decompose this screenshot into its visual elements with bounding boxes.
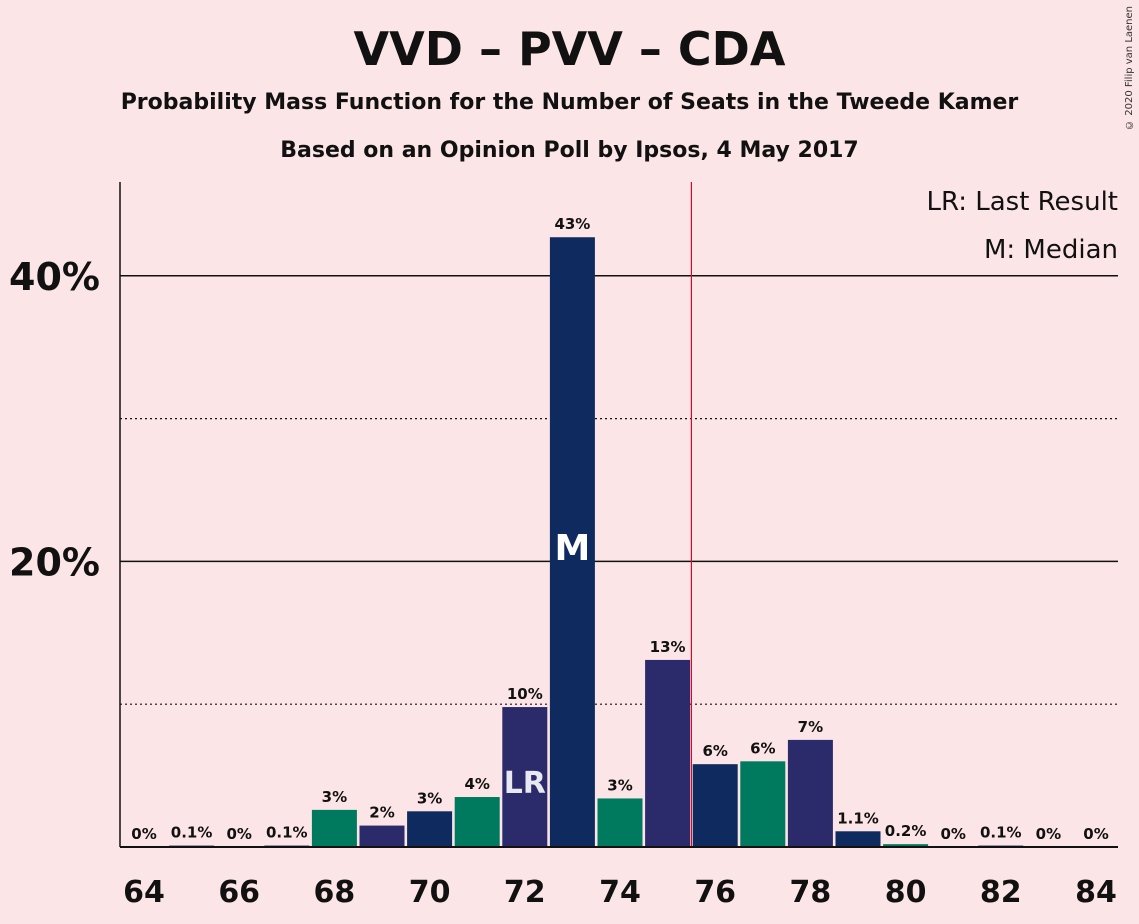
bar-seat-78 (787, 739, 833, 847)
x-tick-label: 82 (980, 875, 1022, 910)
x-tick-label: 68 (314, 875, 356, 910)
bar-seat-75 (645, 659, 691, 847)
bar-seat-79 (835, 831, 881, 847)
x-tick-label: 66 (218, 875, 260, 910)
data-label: 0.2% (885, 822, 927, 840)
legend-median: M: Median (984, 235, 1118, 265)
data-label: 0.1% (266, 824, 308, 842)
legend-last-result: LR: Last Result (926, 187, 1118, 217)
x-tick-label: 64 (123, 875, 165, 910)
data-label: 2% (369, 804, 394, 822)
data-label: 0.1% (980, 824, 1022, 842)
data-label: 4% (464, 775, 489, 793)
data-label: 0% (226, 825, 251, 843)
data-label: 7% (798, 718, 823, 736)
chart-subtitle: Probability Mass Function for the Number… (120, 90, 1019, 115)
x-tick-label: 80 (885, 875, 927, 910)
y-tick-label: 20% (9, 540, 100, 584)
median-marker: M (554, 528, 590, 569)
bar-seat-72 (502, 707, 548, 847)
bar-seat-73 (549, 237, 595, 847)
bar-seat-76 (692, 764, 738, 847)
data-label: 6% (750, 739, 775, 757)
legend-background (978, 232, 1123, 268)
bar-seat-80 (883, 844, 929, 847)
data-label: 0.1% (171, 824, 213, 842)
data-label: 6% (702, 742, 727, 760)
bar-seat-77 (740, 761, 786, 847)
last-result-marker: LR (504, 766, 546, 801)
legend-background (928, 183, 1123, 219)
bar-seat-68 (311, 809, 357, 847)
data-label: 3% (607, 776, 632, 794)
bar-seat-74 (597, 798, 643, 847)
data-label: 43% (554, 215, 590, 233)
data-label: 0% (1036, 825, 1061, 843)
x-tick-label: 76 (694, 875, 736, 910)
data-label: 0% (940, 825, 965, 843)
x-tick-label: 78 (790, 875, 832, 910)
data-label: 1.1% (837, 809, 879, 827)
chart-subtitle-source: Based on an Opinion Poll by Ipsos, 4 May… (280, 138, 859, 163)
x-tick-label: 70 (409, 875, 451, 910)
y-tick-label: 40% (9, 255, 100, 299)
data-label: 0% (1083, 825, 1108, 843)
x-tick-label: 74 (599, 875, 641, 910)
x-tick-label: 72 (504, 875, 546, 910)
bar-seat-69 (359, 825, 405, 847)
chart-title: VVD – PVV – CDA (353, 22, 786, 76)
data-label: 13% (650, 638, 686, 656)
bar-seat-70 (407, 811, 453, 847)
bar-seat-71 (454, 797, 500, 847)
data-label: 10% (507, 685, 543, 703)
x-tick-label: 84 (1075, 875, 1117, 910)
data-label: 3% (322, 788, 347, 806)
data-label: 3% (417, 789, 442, 807)
data-label: 0% (131, 825, 156, 843)
